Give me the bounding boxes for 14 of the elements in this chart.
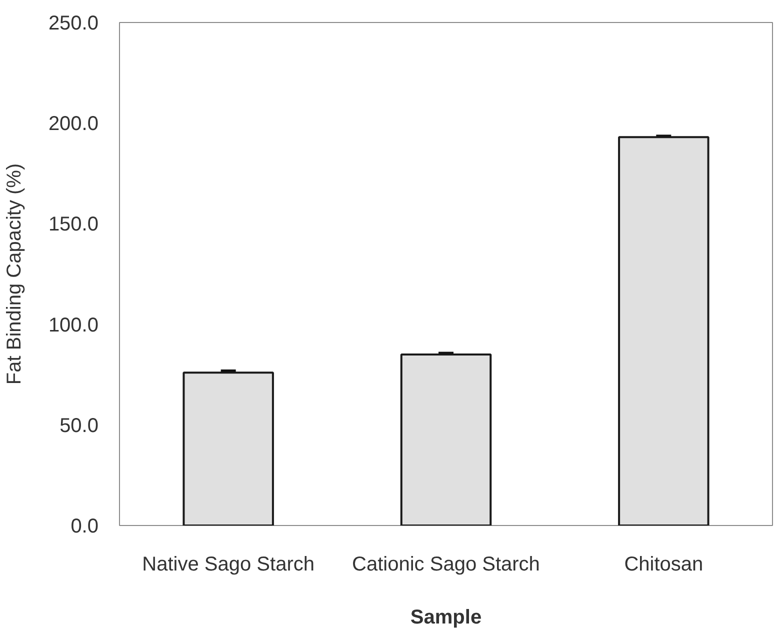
x-axis-title: Sample: [410, 606, 482, 628]
x-tick-label: Chitosan: [624, 554, 704, 576]
y-tick-label: 200.0: [48, 113, 99, 136]
x-tick-label: Native Sago Starch: [142, 554, 315, 576]
bar: [182, 372, 274, 526]
y-tick-label: 150.0: [48, 214, 99, 236]
y-tick-label: 50.0: [60, 414, 99, 437]
y-tick-label: 250.0: [48, 12, 99, 34]
y-tick-label: 100.0: [48, 314, 99, 336]
y-axis-title: Fat Binding Capacity (%): [3, 163, 26, 385]
y-tick-label: 0.0: [70, 516, 99, 538]
x-tick-label: Cationic Sago Starch: [352, 554, 540, 576]
bar: [618, 136, 710, 526]
bar: [400, 353, 492, 526]
